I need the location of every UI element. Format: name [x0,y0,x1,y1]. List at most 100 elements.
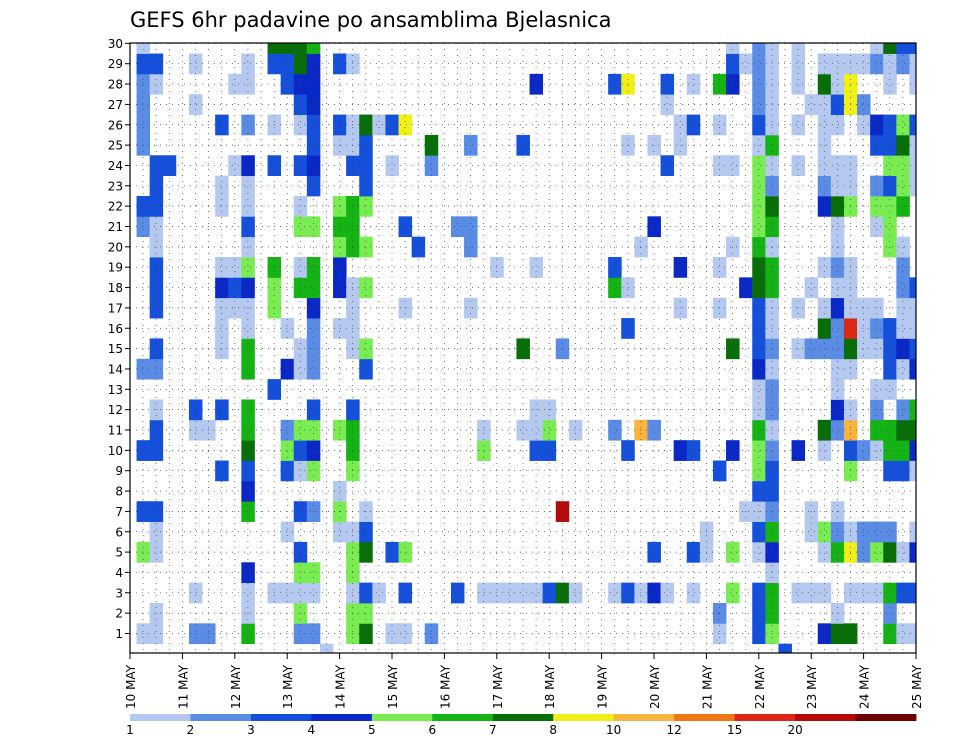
heatmap-cell [909,53,917,75]
heatmap-cell [306,297,321,319]
legend-label: 10 [606,723,621,737]
heatmap-cell [896,541,910,563]
legend-label: 2 [187,723,195,737]
heatmap-cell [241,297,255,319]
heatmap-cell [896,155,910,177]
heatmap-cell [791,114,806,136]
heatmap-cell [136,73,151,95]
y-tick-label: 25 [108,139,123,153]
heatmap-cell [883,440,897,461]
heatmap-cell [830,277,845,299]
y-tick-label: 4 [115,566,123,580]
heatmap-cell [660,582,675,604]
heatmap-cell [726,43,740,54]
heatmap-cell [752,73,766,95]
heatmap-cell [149,338,164,360]
heatmap-cell [306,623,321,645]
y-tick-label: 17 [108,301,123,315]
heatmap-cell [398,582,413,604]
heatmap-cell [752,521,766,543]
heatmap-cell [739,53,753,75]
heatmap-cell [883,521,897,543]
x-tick-label: 12 MAY [229,664,243,709]
heatmap-cell [817,419,832,441]
heatmap-cell [817,73,832,95]
heatmap-cell [883,73,897,95]
heatmap-cell [686,114,701,136]
heatmap-cell [896,318,910,339]
heatmap-cell [333,114,347,136]
heatmap-cells [136,43,917,654]
heatmap-cell [883,175,897,197]
heatmap-cell [398,216,413,238]
heatmap-cell [542,440,557,461]
heatmap-cell [293,114,308,136]
heatmap-cell [293,623,308,645]
heatmap-cell [241,358,255,380]
heatmap-cell [673,114,688,136]
heatmap-cell [529,257,544,278]
heatmap-cell [712,155,727,177]
y-tick-label: 16 [108,322,123,336]
heatmap-cell [726,440,740,461]
heatmap-cell [241,155,255,177]
heatmap-cell [896,43,910,54]
heatmap-cell [909,134,917,156]
heatmap-cell [817,114,832,136]
y-axis-ticks: 1234567891011121314151617181920212223242… [108,37,130,641]
heatmap-cell [804,521,819,543]
heatmap-cell [857,114,871,136]
heatmap-cell [241,460,255,482]
heatmap-cell [660,155,675,177]
heatmap-cell [149,297,164,319]
heatmap-cell [188,53,203,75]
x-tick-label: 18 MAY [543,664,557,709]
heatmap-cell [791,297,806,319]
heatmap-cell [293,582,308,604]
x-tick-label: 15 MAY [386,664,400,709]
y-tick-label: 9 [115,464,123,478]
heatmap-cell [830,521,845,543]
heatmap-cell [136,53,151,75]
heatmap-cell [752,114,766,136]
heatmap-cell [516,338,530,360]
heatmap-cell [857,53,871,75]
heatmap-cell [791,582,806,604]
x-tick-label: 25 MAY [910,664,924,709]
heatmap-cell [817,623,832,645]
y-tick-label: 13 [108,383,123,397]
heatmap-cell [712,297,727,319]
y-tick-label: 27 [108,98,123,112]
heatmap-cell [293,195,308,217]
heatmap-cell [857,94,871,115]
heatmap-cell [712,460,727,482]
heatmap-cell [149,358,164,380]
heatmap-cell [241,440,255,461]
heatmap-cell [306,216,321,238]
y-tick-label: 14 [108,362,123,376]
heatmap-cell [241,480,255,502]
heatmap-cell [424,155,439,177]
heatmap-cell [293,94,308,115]
y-tick-label: 21 [108,220,123,234]
heatmap-cell [464,297,478,319]
heatmap-cell [739,277,753,299]
heatmap-cell [228,73,242,95]
legend-label: 20 [787,723,802,737]
heatmap-cell [830,216,845,238]
y-tick-label: 23 [108,179,123,193]
heatmap-cell [752,277,766,299]
x-tick-label: 21 MAY [700,664,714,709]
heatmap-cell [830,379,845,400]
x-tick-label: 19 MAY [596,664,610,709]
heatmap-cell [791,53,806,75]
legend-swatch [190,714,252,721]
heatmap-cell [398,297,413,319]
legend-swatch [371,714,433,721]
heatmap-cell [830,541,845,563]
heatmap-cell [883,338,897,360]
heatmap-cell [359,521,373,543]
heatmap-cell [752,358,766,380]
heatmap-cell [883,195,897,217]
heatmap-cell [778,643,792,654]
